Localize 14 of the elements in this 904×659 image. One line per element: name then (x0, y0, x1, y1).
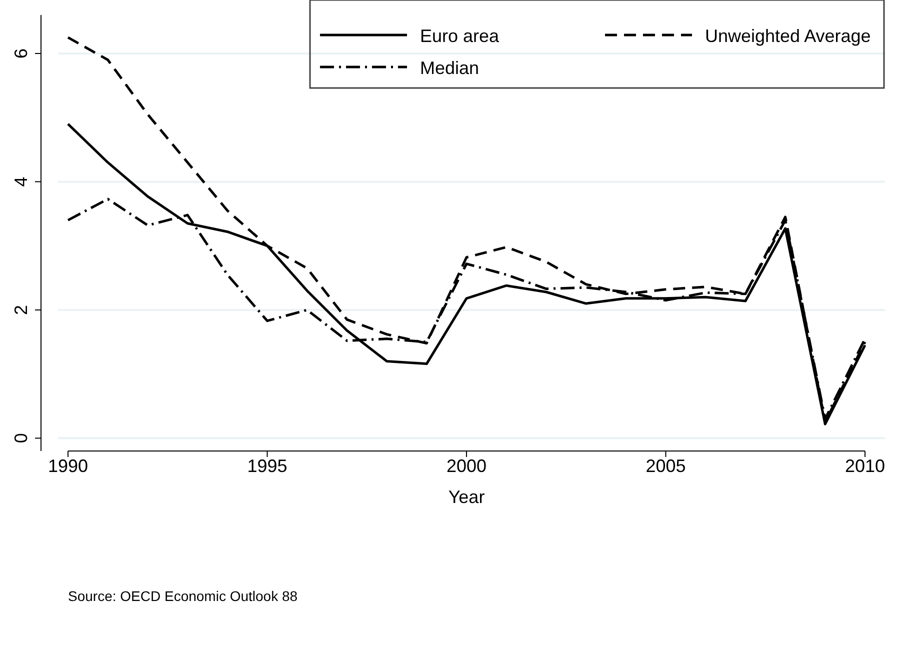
x-axis-title: Year (448, 487, 485, 507)
y-tick-label: 6 (11, 48, 31, 58)
x-tick-label: 1990 (48, 456, 88, 476)
source-note: Source: OECD Economic Outlook 88 (68, 588, 298, 604)
y-tick-label: 4 (11, 176, 31, 187)
y-tick-label: 2 (11, 304, 31, 315)
legend-label: Euro area (420, 26, 500, 46)
legend-label: Unweighted Average (705, 26, 871, 46)
x-tick-label: 1995 (247, 456, 288, 476)
y-tick-label: 0 (11, 433, 31, 444)
x-tick-label: 2010 (844, 456, 886, 476)
x-tick-label: 2005 (646, 456, 686, 476)
legend-label: Median (420, 58, 480, 78)
x-tick-label: 2000 (446, 456, 487, 476)
